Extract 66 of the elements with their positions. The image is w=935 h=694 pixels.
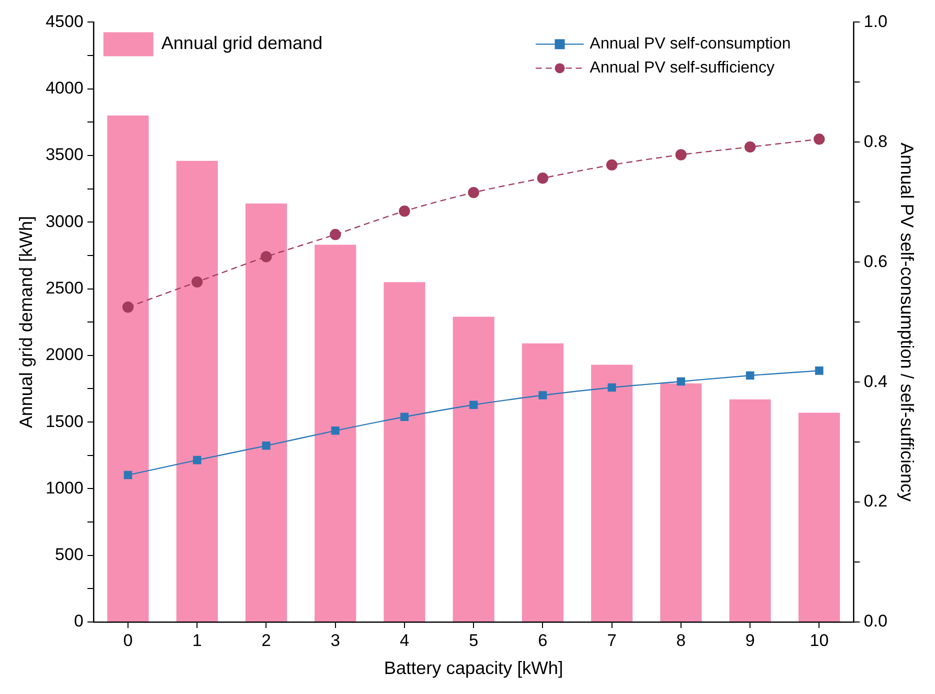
y2-tick-label: 0.0 (864, 612, 888, 631)
y2-tick-label: 0.8 (864, 132, 888, 151)
point (192, 276, 203, 288)
y-tick-label: 2500 (46, 278, 84, 298)
y-tick-label: 500 (55, 545, 84, 564)
point (331, 426, 340, 435)
bar (245, 203, 287, 622)
y2-tick-label: 0.6 (864, 252, 888, 271)
point (124, 470, 132, 480)
point (192, 456, 202, 464)
x-tick-label: 10 (810, 630, 829, 650)
bar (176, 160, 218, 622)
y2-tick-label: 0.2 (864, 492, 888, 511)
x-tick-label: 3 (330, 630, 340, 650)
x-tick-label: 7 (607, 630, 617, 650)
x-tick-label: 8 (676, 630, 686, 650)
x-tick-label: 0 (123, 630, 133, 650)
point (538, 391, 547, 400)
x-tick-label: 2 (261, 630, 271, 650)
point (744, 141, 756, 153)
point (260, 251, 272, 262)
point (676, 377, 686, 386)
y-tick-label: 3000 (46, 212, 84, 231)
point (122, 302, 134, 313)
point (814, 134, 825, 145)
bar (591, 364, 633, 622)
y2-tick-label: 1.0 (864, 12, 888, 31)
point (537, 172, 548, 184)
point (606, 159, 618, 171)
point (469, 400, 478, 410)
bar (660, 383, 702, 622)
y-tick-label: 1000 (46, 478, 84, 498)
y-tick-label: 4000 (46, 78, 84, 98)
x-tick-label: 5 (468, 630, 478, 650)
y-tick-label: 3500 (46, 145, 84, 164)
point (815, 366, 824, 375)
y-tick-label: 4500 (46, 12, 84, 31)
bar (384, 282, 426, 622)
x-tick-label: 9 (745, 630, 755, 650)
y-axis-title: Annual grid demand [kWh] (16, 216, 36, 428)
y2-axis-title: Annual PV self-consumption / self-sufficiency (897, 142, 918, 502)
y2-tick-label: 0.4 (864, 372, 888, 391)
point (608, 383, 616, 392)
y-tick-label: 0 (74, 612, 84, 631)
bar (798, 412, 840, 622)
point (746, 371, 754, 380)
point (400, 412, 409, 422)
legend-label: Annual grid demand (161, 33, 323, 54)
legend-label: Annual PV self-sufficiency (590, 60, 774, 77)
bar (452, 316, 494, 622)
bar (522, 343, 564, 622)
point (330, 228, 341, 240)
x-axis-title: Battery capacity [kWh] (384, 658, 564, 678)
legend-label: Annual PV self-consumption (590, 36, 791, 53)
point (262, 442, 270, 450)
point (468, 186, 480, 198)
y-tick-label: 2000 (46, 345, 84, 364)
bar (729, 399, 771, 622)
x-tick-label: 6 (538, 630, 548, 650)
point (675, 149, 687, 160)
bar (314, 244, 356, 622)
x-tick-label: 1 (192, 630, 202, 650)
y-tick-label: 1500 (46, 412, 84, 431)
bar (107, 116, 149, 622)
point (398, 206, 410, 217)
x-tick-label: 4 (400, 630, 410, 650)
